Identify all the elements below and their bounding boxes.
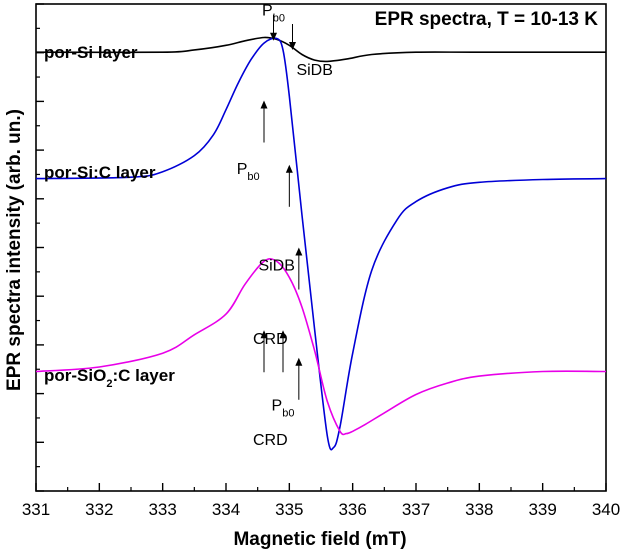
annotation-label-4: SiDB [258, 257, 294, 274]
annotation-label-1: Pb0 [262, 2, 285, 24]
annotation-arrowhead-5 [295, 247, 303, 256]
x-tick-label-338: 338 [465, 500, 493, 519]
annotation-arrowhead-7 [279, 330, 287, 339]
x-axis-label: Magnetic field (mT) [233, 529, 406, 550]
axis-ticks: 331 332 333 334 335 336 337 338 339 340 [22, 3, 620, 519]
x-tick-label-333: 333 [148, 500, 176, 519]
series-line-2 [35, 37, 607, 451]
x-tick-label-339: 339 [528, 500, 556, 519]
series-label-2: por-Si:C layer [44, 163, 156, 182]
x-tick-label-336: 336 [338, 500, 366, 519]
annotation-label-8: CRD [253, 432, 288, 449]
chart-title: EPR spectra, T = 10-13 K [375, 9, 599, 30]
series-labels: por-Si layer por-Si:C layer por-SiO2:C lay… [44, 43, 175, 390]
annotation-label-2: SiDB [296, 62, 332, 79]
x-tick-label-334: 334 [212, 500, 240, 519]
x-tick-label-335: 335 [275, 500, 303, 519]
series-label-3: por-SiO2:C layer [44, 366, 175, 390]
series-line-3 [35, 258, 607, 436]
series-curves [35, 36, 607, 451]
series-label-1: por-Si layer [44, 43, 138, 62]
annotation-arrowhead-4 [285, 164, 293, 173]
annotation-arrowhead-8 [295, 357, 303, 366]
annotation-arrowhead-1 [270, 32, 277, 41]
x-tick-label-340: 340 [592, 500, 620, 519]
annotation-arrowhead-3 [260, 100, 268, 109]
y-axis-label: EPR spectra intensity (arb. un.) [4, 109, 25, 391]
x-tick-label-332: 332 [85, 500, 113, 519]
x-tick-label-331: 331 [22, 500, 50, 519]
peak-annotations: Pb0 SiDB Pb0 SiDB CRD Pb0 CRD [237, 2, 333, 449]
annotation-label-3: Pb0 [237, 161, 260, 183]
annotation-label-5: CRD [253, 331, 288, 348]
x-tick-label-337: 337 [402, 500, 430, 519]
series-line-1 [35, 36, 606, 63]
annotation-label-6: Pb0 [272, 398, 295, 420]
annotation-arrowhead-2 [289, 41, 296, 50]
annotation-arrowhead-6 [260, 330, 268, 339]
